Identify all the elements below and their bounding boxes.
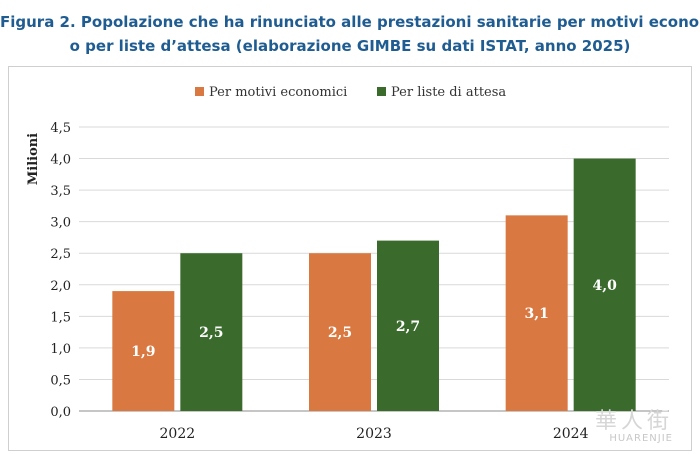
y-tick-label: 4,5 (50, 121, 71, 136)
bar-attesa (180, 253, 243, 411)
y-tick-label: 3,0 (50, 216, 71, 231)
watermark-logo: 華人街 HUARENJIE (594, 409, 673, 445)
legend-swatch-economici (195, 87, 204, 96)
bar-series: 1,9 2,5 2,5 2,7 3,1 4,0 (112, 158, 636, 411)
gridlines (79, 126, 669, 412)
bar-data-label: 2,5 (328, 325, 352, 341)
chart-legend: Per motivi economici Per liste di attesa (195, 85, 506, 100)
y-tick-label: 2,0 (50, 279, 71, 294)
bar-economici (309, 253, 371, 411)
legend-label-attesa: Per liste di attesa (391, 85, 506, 100)
bar-data-label: 2,5 (199, 325, 223, 341)
watermark-glyphs: 華人街 (594, 409, 673, 434)
bar-attesa (377, 240, 439, 411)
chart-panel: Per motivi economici Per liste di attesa… (8, 66, 692, 451)
y-tick-label: 4,0 (50, 153, 71, 168)
bar-attesa (573, 158, 636, 411)
y-tick-label: 0,5 (50, 373, 71, 388)
y-axis-ticks: 0,0 0,5 1,0 1,5 2,0 2,5 3,0 3,5 4,0 4,5 (50, 121, 71, 420)
y-tick-label: 1,0 (50, 342, 71, 357)
bar-data-label: 2,7 (396, 319, 420, 335)
bar-data-label: 1,9 (131, 344, 155, 360)
y-tick-label: 1,5 (50, 310, 71, 325)
x-axis-ticks: 2022 2023 2024 (160, 426, 589, 442)
y-tick-label: 2,5 (50, 247, 71, 262)
figure-title-line-1: Figura 2. Popolazione che ha rinunciato … (0, 13, 700, 31)
y-tick-label: 3,5 (50, 184, 71, 199)
y-tick-label: 0,0 (50, 405, 71, 420)
figure-title: Figura 2. Popolazione che ha rinunciato … (0, 10, 700, 58)
legend-label-economici: Per motivi economici (209, 85, 347, 100)
x-tick-label: 2022 (160, 426, 196, 442)
y-axis-title: Milioni (26, 133, 41, 185)
bar-economici (112, 291, 175, 411)
legend-swatch-attesa (377, 87, 386, 96)
bar-economici (505, 215, 568, 411)
x-tick-label: 2024 (553, 426, 589, 442)
watermark-text: HUARENJIE (609, 433, 673, 444)
figure-title-line-2: o per liste d’attesa (elaborazione GIMBE… (69, 37, 631, 55)
x-tick-label: 2023 (356, 426, 392, 442)
bar-data-label: 3,1 (524, 306, 548, 322)
bar-chart: Per motivi economici Per liste di attesa… (26, 85, 669, 442)
bar-data-label: 4,0 (592, 278, 617, 294)
